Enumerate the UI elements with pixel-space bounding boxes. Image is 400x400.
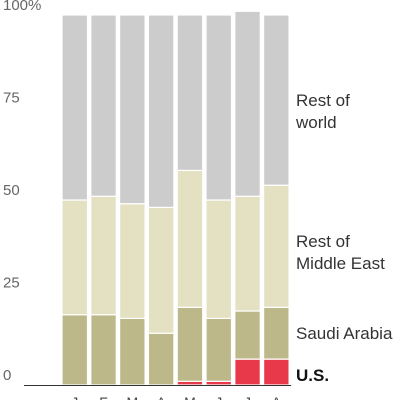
bar-segment-rest-of-middle-east: [263, 184, 290, 308]
bar-segment-rest-of-middle-east: [61, 199, 89, 316]
bar-segment-saudi-arabia: [234, 310, 261, 360]
bar-segment-saudi-arabia: [118, 317, 146, 386]
bar-segment-saudi-arabia: [90, 314, 117, 386]
legend-label: U.S.: [296, 366, 329, 385]
bar-segment-rest-of-world: [61, 14, 89, 201]
bar-segment-rest-of-middle-east: [147, 206, 175, 334]
bar-segment-saudi-arabia: [176, 306, 204, 382]
legend-label: Middle East: [296, 254, 385, 273]
bar-segment-rest-of-middle-east: [118, 203, 146, 319]
x-tick-label: J: [244, 394, 251, 400]
bars: [61, 10, 290, 386]
x-tick-label: J: [215, 394, 222, 400]
y-tick-label: 50: [3, 182, 20, 199]
x-tick-label: J: [71, 394, 78, 400]
y-tick-label: 100%: [3, 0, 41, 14]
legend-label: Rest of: [296, 91, 350, 110]
x-tick-label: A: [272, 394, 282, 400]
bar-segment-rest-of-middle-east: [90, 195, 117, 316]
bar-segment-rest-of-middle-east: [234, 195, 261, 312]
bar-segment-rest-of-world: [90, 14, 117, 197]
x-tick-label: M: [127, 394, 139, 400]
bar-segment-saudi-arabia: [147, 332, 175, 386]
bar-segment-rest-of-middle-east: [205, 199, 233, 320]
legend-label: Rest of: [296, 232, 350, 251]
bar-segment-saudi-arabia: [263, 306, 290, 360]
bar-segment-rest-of-world: [176, 14, 204, 171]
legend-label: world: [295, 113, 337, 132]
bar-segment-rest-of-world: [147, 14, 175, 208]
bar-segment-rest-of-world: [263, 14, 290, 186]
bar-segment-u-s-: [263, 358, 290, 386]
y-tick-label: 25: [3, 275, 20, 292]
bar-segment-rest-of-world: [205, 14, 233, 201]
bar-segment-saudi-arabia: [205, 317, 233, 382]
bar-segment-rest-of-world: [118, 14, 146, 205]
x-axis: JFMAMJJA: [71, 394, 281, 400]
y-tick-label: 0: [3, 367, 11, 384]
y-axis: 0 25 50 75 100%: [3, 0, 41, 384]
legend-label: Saudi Arabia: [296, 324, 393, 343]
bar-segment-saudi-arabia: [61, 314, 89, 386]
x-tick-label: A: [156, 394, 166, 400]
x-tick-label: F: [99, 394, 108, 400]
bar-segment-rest-of-world: [234, 10, 261, 197]
x-tick-label: M: [184, 394, 196, 400]
bar-segment-u-s-: [234, 358, 261, 386]
y-tick-label: 75: [3, 90, 20, 107]
legend: Rest of world Rest of Middle East Saudi Arab…: [295, 91, 393, 385]
bar-segment-rest-of-middle-east: [176, 169, 204, 308]
